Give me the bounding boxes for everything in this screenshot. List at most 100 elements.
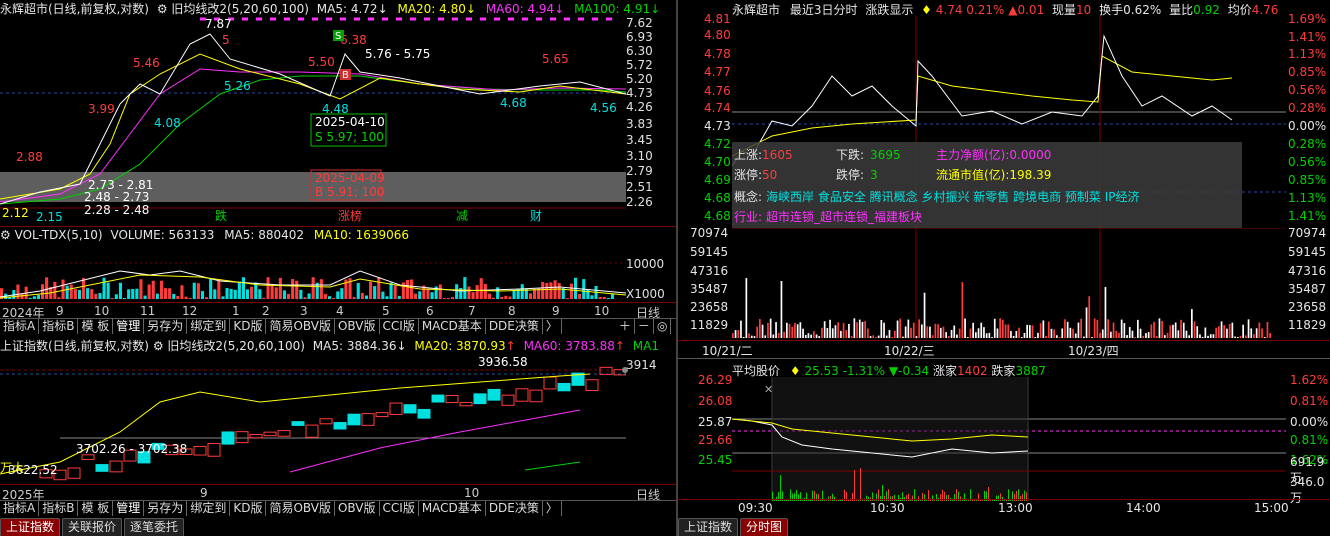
bar [0,288,4,299]
bar [82,277,86,299]
tab2-simple-obv[interactable]: 简易OBV版 [266,501,335,516]
label-range-3: 2.28 - 2.48 [84,203,149,217]
bar [990,500,991,501]
candle [473,393,487,405]
tab-obv[interactable]: OBV版 [335,319,380,334]
avg-price-panel[interactable]: 平均股价 ♦ 25.53 -1.31% ▼-0.34 涨家1402 跌家3887… [678,358,1330,518]
settings-icon[interactable]: ⚙ [156,2,168,16]
tab-macd[interactable]: MACD基本 [419,319,486,334]
bar [960,496,961,501]
bar [796,324,799,338]
bar [1110,331,1112,338]
tab-save-as[interactable]: 另存为 [144,319,188,334]
bar [885,335,888,338]
bar [278,277,282,299]
index-cut: 万大 [0,461,24,475]
panel-divider[interactable] [676,0,678,536]
candle [39,469,53,479]
label-5: 5 [222,33,230,47]
tab2-more-icon[interactable]: 〉 [543,501,562,516]
tab2-template[interactable]: 模 板 [78,501,114,516]
volume-title[interactable]: VOL-TDX(5,10) [14,228,103,242]
bar [196,283,200,299]
bottom-tab-related[interactable]: 关联报价 [62,518,123,536]
intraday-panel[interactable]: 永辉超市 最近3日分时 涨跌显示 ♦ 4.74 0.21% ▲0.01 现量10… [678,0,1330,360]
tab2-cci[interactable]: CCI版 [380,501,419,516]
bottom-tab-intraday[interactable]: 分时图 [740,518,789,536]
tab-template[interactable]: 模 板 [78,319,114,334]
left-kline-panel[interactable]: 永辉超市(日线,前复权,对数) ⚙ 旧均线改2(5,20,60,100) MA5… [0,0,676,226]
add-icon[interactable]: ＋ [616,319,635,334]
bar [610,293,614,299]
tab-manage[interactable]: 管理 [113,319,145,334]
bar [861,322,864,338]
index-indicator[interactable]: 旧均线改2(5,20,60,100) [167,339,305,353]
minus-icon[interactable]: － [635,319,654,334]
bar [944,491,945,501]
dot-icon [622,367,628,373]
volume-unit: X1000 [626,287,665,301]
tab2-kd[interactable]: KD版 [230,501,267,516]
indicator-name[interactable]: 旧均线改2(5,20,60,100) [171,2,309,16]
bar [775,322,777,338]
bar [834,325,837,338]
tab-more-icon[interactable]: 〉 [543,319,562,334]
bar [373,286,377,299]
bar [906,495,907,501]
volume-settings-icon[interactable]: ⚙ [0,228,11,242]
tab-cci[interactable]: CCI版 [380,319,419,334]
bottom-tab-index[interactable]: 上证指数 [0,518,61,536]
bar [1201,337,1204,338]
tab-indicator-a[interactable]: 指标A [0,319,40,334]
bar [958,328,961,338]
kline-chart[interactable]: 2.88 3.99 5.46 7.87 5 4.08 5.26 5.50 6.3… [0,14,626,226]
tab2-bind[interactable]: 绑定到 [187,501,231,516]
index-settings-icon[interactable]: ⚙ [152,339,164,353]
tab2-macd[interactable]: MACD基本 [419,501,486,516]
indicator-tabbar-1: 指标A 指标B 模 板 管理 另存为 绑定到 KD版 简易OBV版 OBV版 C… [0,318,676,334]
intraday-mode[interactable]: 涨跌显示 [865,3,914,17]
bar [397,295,401,299]
bar [1164,335,1166,338]
bar [782,491,783,501]
tab2-indicator-a[interactable]: 指标A [0,501,40,516]
candle [431,394,445,403]
close-icon[interactable]: ✕ [764,383,774,396]
tab2-indicator-b[interactable]: 指标B [39,501,79,516]
bar [830,495,831,501]
candle [95,464,109,472]
bar [1128,327,1131,338]
bar [1199,334,1201,338]
index-kline-panel[interactable]: 上证指数(日线,前复权,对数) ⚙ 旧均线改2(5,20,60,100) MA5… [0,334,676,484]
target-icon[interactable]: ◎ [654,319,672,334]
tab2-manage[interactable]: 管理 [113,501,145,516]
avg-price-chart[interactable] [732,377,1286,501]
tab-indicator-b[interactable]: 指标B [39,319,79,334]
bottom-tab-trades[interactable]: 逐笔委托 [124,518,185,536]
trade-sell-box[interactable] [310,113,387,147]
bar [492,297,496,299]
intraday-period[interactable]: 最近3日分时 [789,3,858,17]
tab-bind[interactable]: 绑定到 [187,319,231,334]
kline-xaxis: 2024年 9 10 11 12 1 2 3 4 5 6 7 8 9 10 日线 [0,302,676,320]
tab-dde[interactable]: DDE决策 [486,319,543,334]
bar [958,491,959,501]
bottom-tab-index-right[interactable]: 上证指数 [678,518,739,536]
tab2-obv[interactable]: OBV版 [335,501,380,516]
trade-buy-box[interactable] [310,169,382,201]
candle [599,366,613,375]
tab2-dde[interactable]: DDE决策 [486,501,543,516]
tab-kd[interactable]: KD版 [230,319,267,334]
bar [854,470,855,501]
left-volume-panel[interactable]: ⚙ VOL-TDX(5,10) VOLUME: 563133 MA5: 8804… [0,226,676,302]
bar [1169,325,1172,338]
tab-simple-obv[interactable]: 简易OBV版 [266,319,335,334]
bar [123,298,127,299]
index-chart[interactable]: 3936.58 3702.26 - 3702.38 3622.52 万大 [0,352,626,484]
bar [1218,326,1220,338]
bar [737,329,740,338]
bar [818,494,819,501]
tab2-save-as[interactable]: 另存为 [144,501,188,516]
bar [769,318,772,338]
bar [776,496,777,501]
